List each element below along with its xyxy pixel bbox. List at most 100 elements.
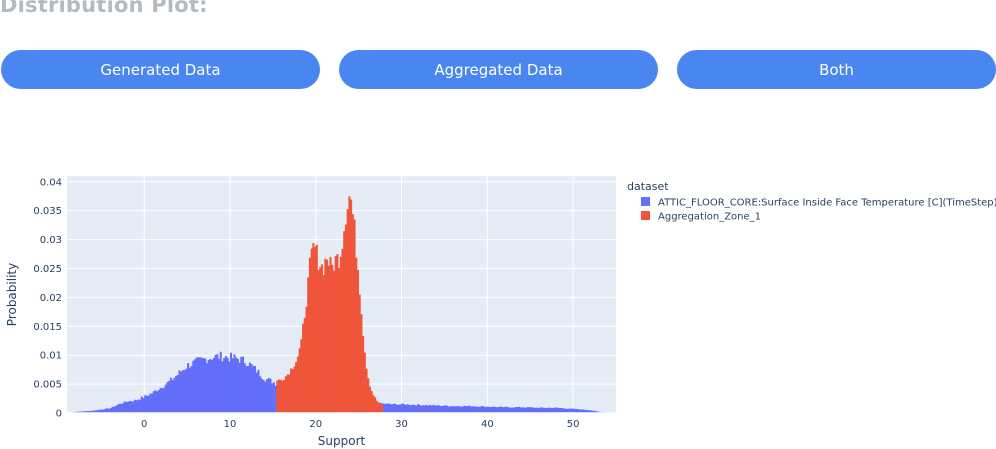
histogram-bar <box>224 356 227 413</box>
histogram-bar <box>243 363 246 413</box>
histogram-bar <box>461 406 464 413</box>
histogram-bar <box>82 411 85 413</box>
histogram-bar <box>164 384 167 413</box>
y-tick-label: 0.02 <box>40 293 62 304</box>
histogram-bar <box>91 410 94 413</box>
histogram-bar <box>518 406 521 413</box>
histogram-bar <box>415 405 418 413</box>
histogram-bar <box>247 366 250 413</box>
histogram-bar <box>211 360 214 413</box>
histogram-bar <box>305 306 308 413</box>
histogram-bar <box>490 407 493 413</box>
x-axis-title: Support <box>318 434 366 448</box>
histogram-bar <box>542 407 545 413</box>
histogram-bar <box>377 402 380 413</box>
histogram-bar <box>562 408 565 413</box>
histogram-bar <box>233 354 236 413</box>
histogram-bar <box>181 370 185 413</box>
histogram-bar <box>360 314 363 413</box>
histogram-bar <box>528 407 531 413</box>
histogram-bar <box>279 379 282 413</box>
histogram-bar <box>266 379 269 413</box>
histogram-bar <box>372 395 375 413</box>
histogram-bar <box>312 243 315 413</box>
histogram-bar <box>588 410 591 413</box>
histogram-bar <box>348 196 351 413</box>
histogram-bar <box>403 404 406 413</box>
histogram-bar <box>169 377 173 413</box>
x-tick-label: 50 <box>567 419 580 430</box>
histogram-bar <box>120 403 123 413</box>
histogram-bar <box>368 386 372 413</box>
legend-item-aggregated[interactable]: Aggregation_Zone_1 <box>641 211 761 223</box>
histogram-bar <box>87 410 90 413</box>
histogram-bar <box>389 404 392 413</box>
histogram-bar <box>217 358 221 413</box>
histogram-bar <box>92 410 95 413</box>
histogram-bar <box>310 248 313 413</box>
histogram-bar <box>229 352 233 413</box>
histogram-bar <box>418 404 421 413</box>
histogram-bar <box>398 404 401 413</box>
histogram-bar <box>519 407 522 413</box>
histogram-bar <box>183 369 186 413</box>
histogram-bar <box>581 409 584 413</box>
histogram-bar <box>535 407 538 413</box>
legend-item-generated[interactable]: ATTIC_FLOOR_CORE:Surface Inside Face Tem… <box>641 197 996 209</box>
histogram-bar <box>79 411 82 413</box>
histogram-bar <box>214 354 217 413</box>
histogram-bar <box>465 406 468 413</box>
histogram-bar <box>482 406 485 413</box>
histogram-bar <box>296 356 299 413</box>
histogram-bar <box>444 405 447 413</box>
histogram-bar <box>133 399 136 413</box>
histogram-bar <box>343 231 346 413</box>
histogram-bar <box>453 406 456 413</box>
generated-data-button[interactable]: Generated Data <box>1 50 320 89</box>
histogram-bar <box>324 258 327 413</box>
aggregated-data-button[interactable]: Aggregated Data <box>339 50 658 89</box>
x-tick-label: 20 <box>309 419 322 430</box>
both-button[interactable]: Both <box>677 50 996 89</box>
histogram-bar <box>327 265 330 413</box>
histogram-bar <box>507 407 510 413</box>
legend-swatch-generated <box>641 197 650 206</box>
histogram-bar <box>504 406 507 413</box>
histogram-bar <box>446 405 449 413</box>
histogram-bar <box>468 405 471 413</box>
histogram-bar <box>586 410 589 413</box>
histogram-bar <box>591 410 595 413</box>
histogram-bar <box>521 407 524 413</box>
histogram-bar <box>255 372 258 413</box>
histogram-bar <box>456 406 459 413</box>
histogram-bar <box>290 368 293 413</box>
histogram-bar <box>511 407 514 413</box>
histogram-bar <box>367 378 370 413</box>
histogram-bar <box>144 395 147 413</box>
histogram-bar <box>526 407 529 413</box>
histogram-bar <box>190 365 193 413</box>
histogram-bar <box>355 257 358 413</box>
histogram-bar <box>339 256 342 413</box>
histogram-bar <box>276 380 279 413</box>
histogram-bar <box>523 407 526 413</box>
distribution-chart[interactable]: 0 0.005 0.01 0.015 0.02 0.025 0.03 0.035 0.04 0 1… <box>0 160 996 449</box>
histogram-bar <box>567 408 571 413</box>
histogram-bar <box>531 407 534 413</box>
histogram-bar <box>578 409 581 413</box>
histogram-bar <box>272 382 275 413</box>
histogram-bar <box>540 407 543 413</box>
histogram-bar <box>370 391 373 413</box>
histogram-bar <box>315 244 318 413</box>
histogram-bar <box>128 400 131 413</box>
histogram-bar <box>555 407 559 413</box>
histogram-bar <box>286 374 289 413</box>
x-tick-label: 30 <box>395 419 408 430</box>
y-tick-label: 0.035 <box>33 206 62 217</box>
histogram-bar <box>573 408 576 413</box>
histogram-bar <box>322 275 325 413</box>
histogram-bar <box>96 410 99 413</box>
histogram-bar <box>241 356 245 413</box>
histogram-bar <box>350 199 353 413</box>
histogram-bar <box>147 395 150 413</box>
